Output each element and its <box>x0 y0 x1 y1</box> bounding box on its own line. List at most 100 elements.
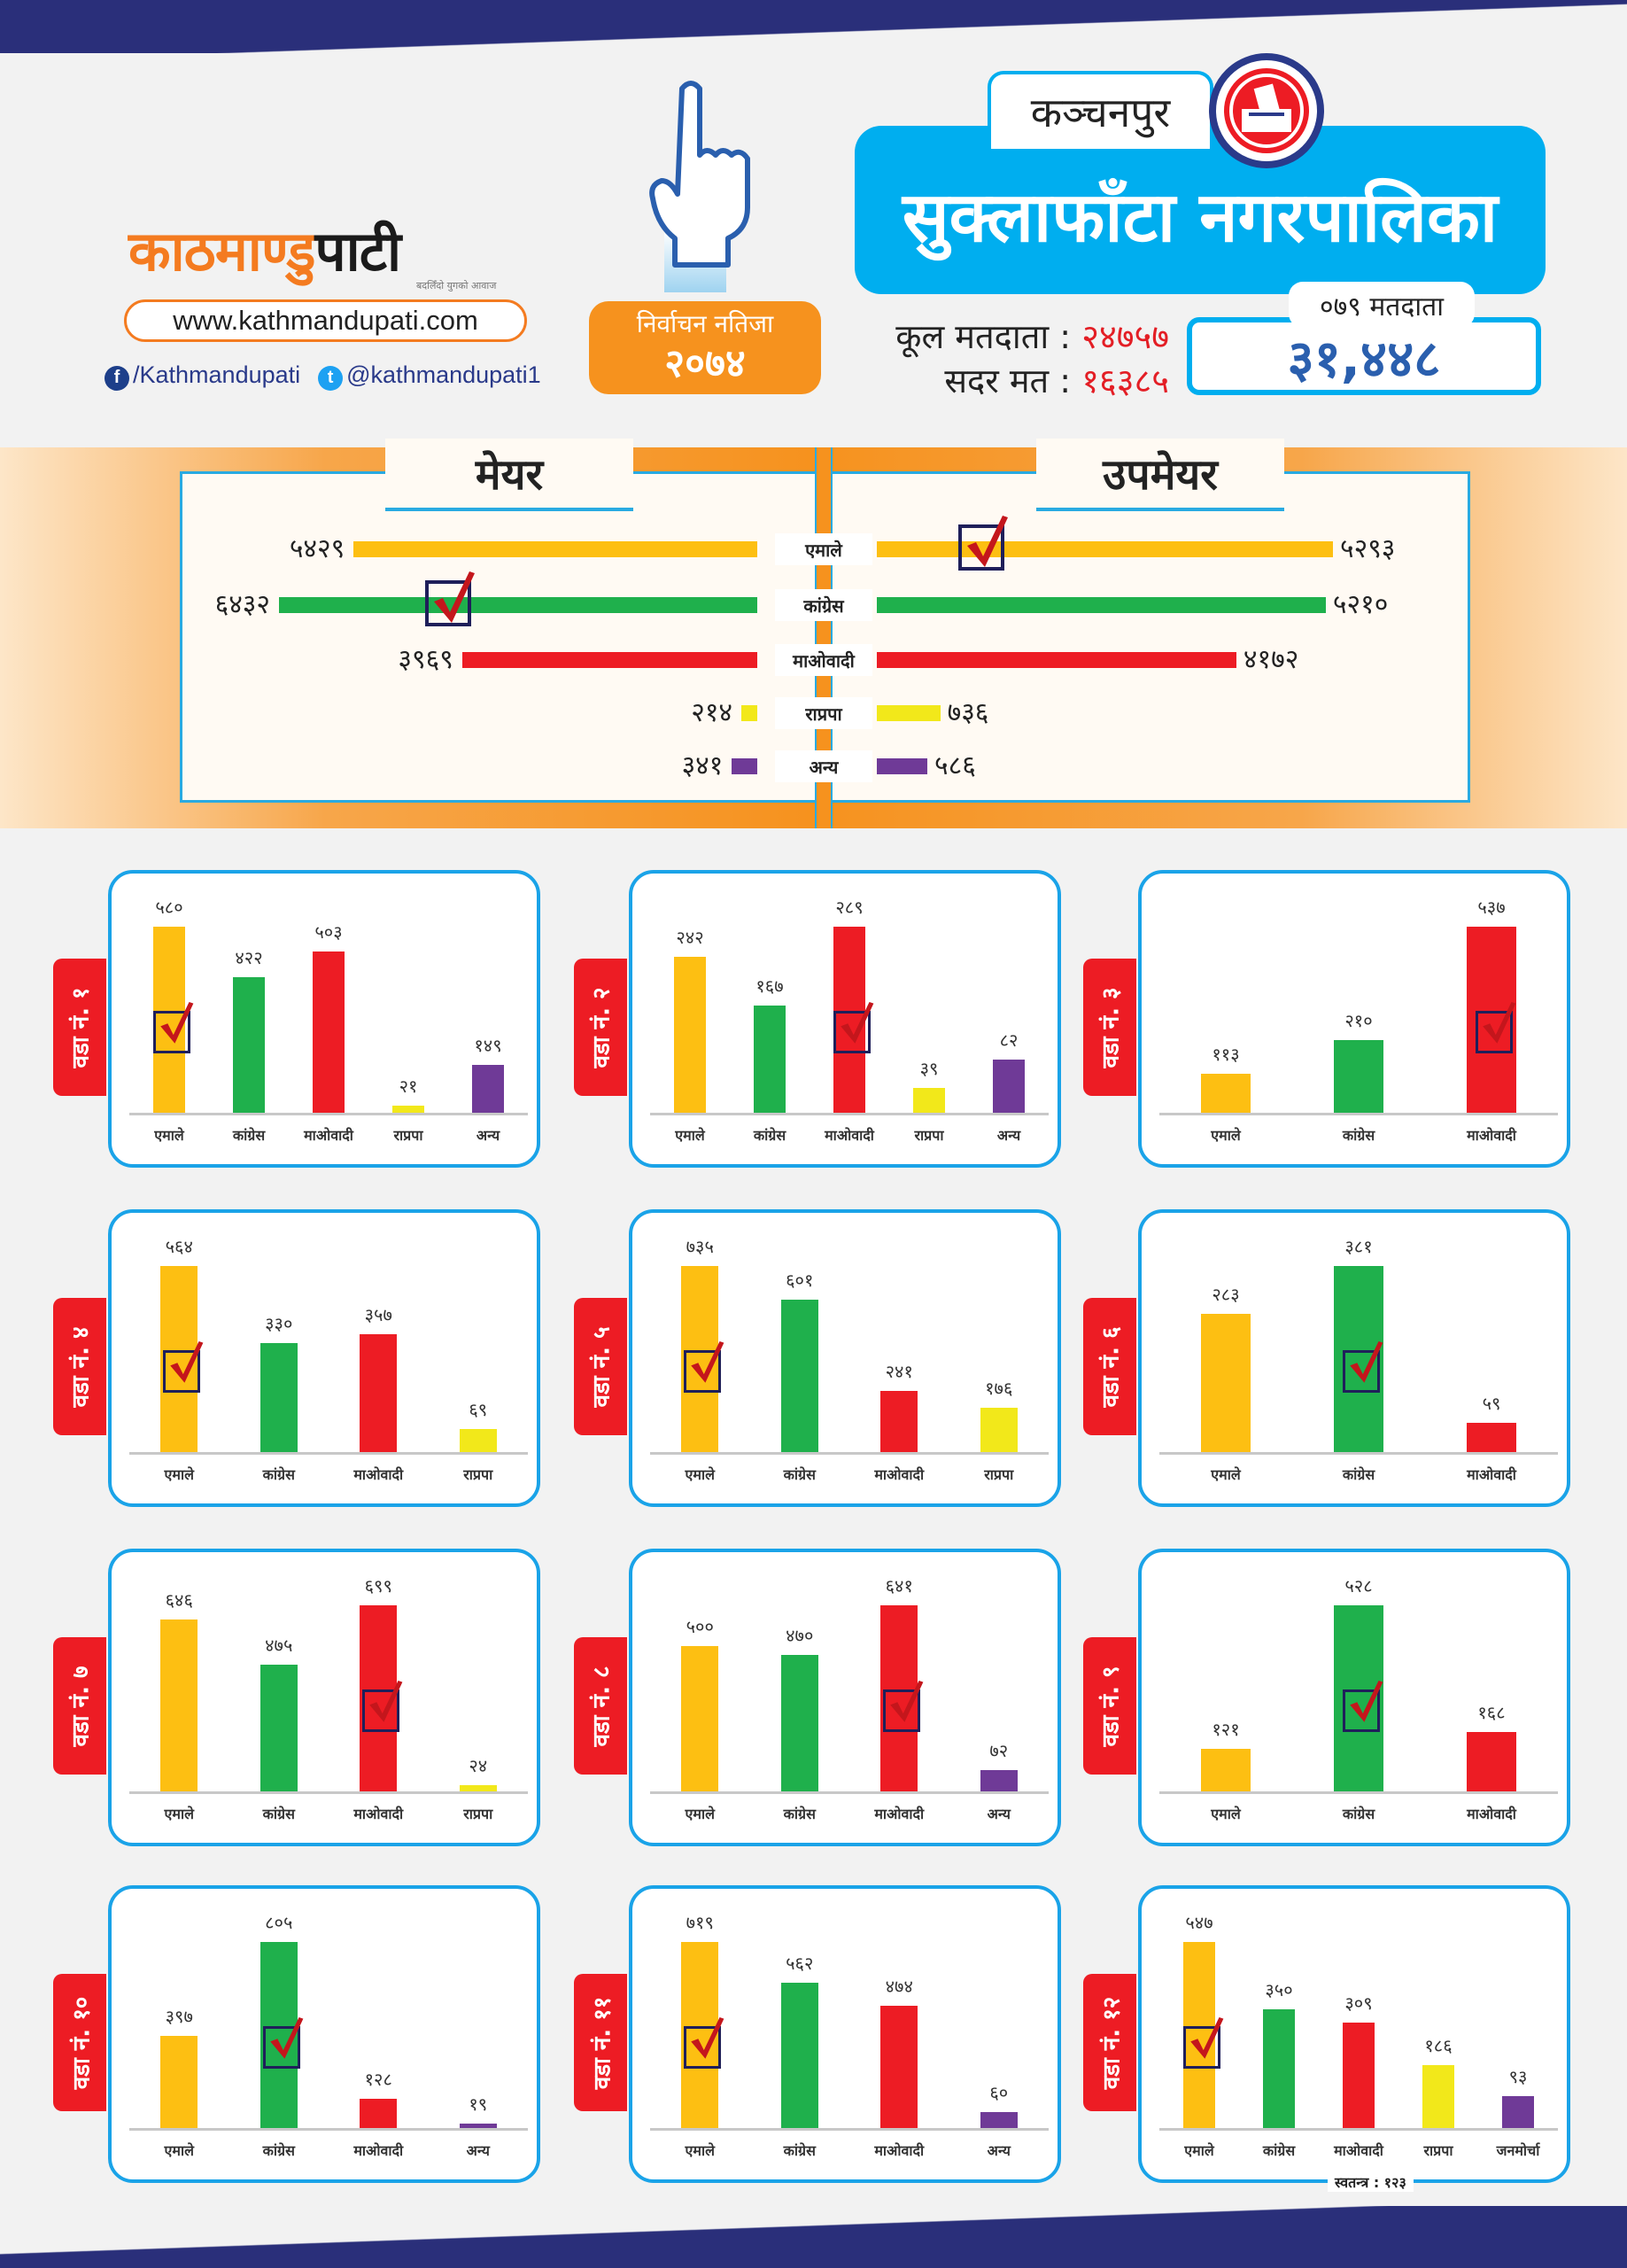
bar-अन्य <box>980 2112 1018 2128</box>
bar-राप्रपा <box>459 1429 497 1452</box>
voters-079-value: ३१,४४८ <box>1187 317 1541 395</box>
category-label: एमाले <box>685 2142 715 2159</box>
independent-votes-note: स्वतन्त्र : १२३ <box>1328 2172 1414 2192</box>
category-label: माओवादी <box>353 2142 404 2159</box>
category-label: माओवादी <box>353 1466 404 1483</box>
category-label: कांग्रेस <box>262 1806 295 1822</box>
ward-label: वडा नं. ३ <box>1098 986 1125 1068</box>
bar-value-label: ६० <box>989 2082 1009 2104</box>
category-label: कांग्रेस <box>262 2142 295 2159</box>
ward-label-tab: वडा नं. ८ <box>574 1637 627 1775</box>
bar-value-label: ६४६ <box>165 1588 193 1611</box>
bar-value-label: ५६४ <box>165 1236 193 1257</box>
bar-value-label: ६९९ <box>364 1575 392 1596</box>
ward-card: ५०० एमाले ४७० कांग्रेस ६४१ माओवादी ७२ अन्य <box>629 1549 1061 1846</box>
ward-card: ६४६ एमाले ४७५ कांग्रेस ६९९ माओवादी २४ राप्रपा <box>108 1549 540 1846</box>
bar-value-label: ७२ <box>989 1740 1009 1762</box>
facebook-link[interactable]: f/Kathmandupati <box>105 361 300 391</box>
voter-stats: कूल मतदाता : २४७५७ सदर मत : १६३८५ <box>841 315 1169 403</box>
bar-कांग्रेस <box>780 1300 818 1452</box>
ward-card: ५८० एमाले ४२२ कांग्रेस ५०३ माओवादी २१ राप्रपा १४… <box>108 870 540 1168</box>
chart-baseline <box>650 1791 1049 1794</box>
bar-value-label: ३०९ <box>1344 1992 1373 2015</box>
bar-value-label: ८०५ <box>265 1912 293 1933</box>
category-label: माओवादी <box>304 1127 353 1144</box>
bar-value-label: ३५० <box>1265 1978 1293 2000</box>
ward-card: ३९७ एमाले ८०५ कांग्रेस १२८ माओवादी १९ अन्य <box>108 1885 540 2183</box>
bar-एमाले <box>674 957 706 1113</box>
chart-baseline <box>650 2128 1049 2131</box>
bar-कांग्रेस <box>780 1655 818 1791</box>
election-results-badge: निर्वाचन नतिजा २०७४ <box>589 301 821 394</box>
twitter-link[interactable]: t @kathmandupati1 <box>318 361 541 391</box>
category-label: एमाले <box>685 1806 715 1822</box>
bar-कांग्रेस <box>1334 1266 1383 1452</box>
bar-कांग्रेस <box>1334 1605 1383 1791</box>
bar-value-label: ३५७ <box>364 1304 392 1326</box>
badge-title: निर्वाचन नतिजा <box>636 309 774 338</box>
category-label: एमाले <box>1211 1806 1241 1822</box>
category-label: माओवादी <box>825 1127 874 1144</box>
mayor-bar-3 <box>741 705 757 721</box>
ward-card: ७१९ एमाले ५६२ कांग्रेस ४७४ माओवादी ६० अन्य <box>629 1885 1061 2183</box>
logo-dark-text: पाटी <box>314 219 401 284</box>
category-label: माओवादी <box>1467 1466 1516 1483</box>
category-label: एमाले <box>164 1466 194 1483</box>
winner-check-icon <box>833 1001 874 1053</box>
category-label: राप्रपा <box>463 1806 493 1822</box>
bar-कांग्रेस <box>780 1982 818 2128</box>
logo-orange-text: काठमाण्डु <box>128 219 315 284</box>
bar-अन्य <box>993 1060 1025 1113</box>
party-label: अन्य <box>775 750 872 782</box>
mayor-votes: ३९६९ <box>398 644 453 675</box>
bar-राप्रपा <box>392 1106 424 1113</box>
facebook-handle: /Kathmandupati <box>133 361 301 388</box>
ward-label: वडा नं. २ <box>589 986 616 1068</box>
ward-label-tab: वडा नं. ५ <box>574 1298 627 1435</box>
deputy-bar-1 <box>877 597 1326 613</box>
deputy-bar-2 <box>877 652 1236 668</box>
bar-value-label: २८३ <box>1212 1284 1240 1306</box>
winner-check-icon <box>362 1680 403 1732</box>
mayor-heading: मेयर <box>385 439 633 511</box>
category-label: कांग्रेस <box>783 1806 816 1822</box>
bar-एमाले <box>160 2036 198 2128</box>
chart-baseline <box>129 1113 528 1115</box>
category-label: जनमोर्चा <box>1496 2142 1540 2159</box>
deputy-bar-0 <box>877 541 1333 557</box>
bar-माओवादी <box>360 1334 398 1452</box>
deputy-votes: ७३६ <box>947 697 989 728</box>
category-label: माओवादी <box>1334 2142 1383 2159</box>
party-label: एमाले <box>775 533 872 565</box>
category-label: एमाले <box>685 1466 715 1483</box>
category-label: माओवादी <box>353 1806 404 1822</box>
mayor-winner-check-icon <box>425 571 475 626</box>
bar-value-label: ४२२ <box>235 947 263 969</box>
twitter-icon: t <box>318 365 344 391</box>
bar-कांग्रेस <box>1334 1039 1383 1113</box>
winner-check-icon <box>1183 2016 1224 2069</box>
total-voters-value: २४७५७ <box>1081 317 1169 356</box>
bar-value-label: ५३७ <box>1477 897 1506 918</box>
website-link[interactable]: www.kathmandupati.com <box>124 299 527 342</box>
category-label: माओवादी <box>874 1466 925 1483</box>
winner-check-icon <box>684 1340 724 1393</box>
bar-value-label: २८९ <box>835 897 864 918</box>
bar-value-label: २४१ <box>885 1361 913 1383</box>
category-label: कांग्रेस <box>1262 2142 1296 2159</box>
bar-value-label: ५०० <box>686 1616 714 1638</box>
ward-label-tab: वडा नं. १२ <box>1083 1974 1136 2111</box>
valid-votes-label: सदर मत : <box>944 361 1072 400</box>
ward-label-tab: वडा नं. ६ <box>1083 1298 1136 1435</box>
category-label: कांग्रेस <box>232 1127 266 1144</box>
party-label: राप्रपा <box>775 697 872 729</box>
category-label: राप्रपा <box>984 1466 1014 1483</box>
bar-value-label: ४७० <box>786 1625 814 1647</box>
ward-card: २८३ एमाले ३८१ कांग्रेस ५९ माओवादी <box>1138 1209 1570 1507</box>
chart-baseline <box>1159 1452 1558 1455</box>
chart-baseline <box>129 1791 528 1794</box>
bar-value-label: १४९ <box>474 1035 502 1057</box>
bar-value-label: ३३० <box>265 1313 293 1335</box>
winner-check-icon <box>262 2016 304 2069</box>
bar-अन्य <box>980 1770 1018 1791</box>
